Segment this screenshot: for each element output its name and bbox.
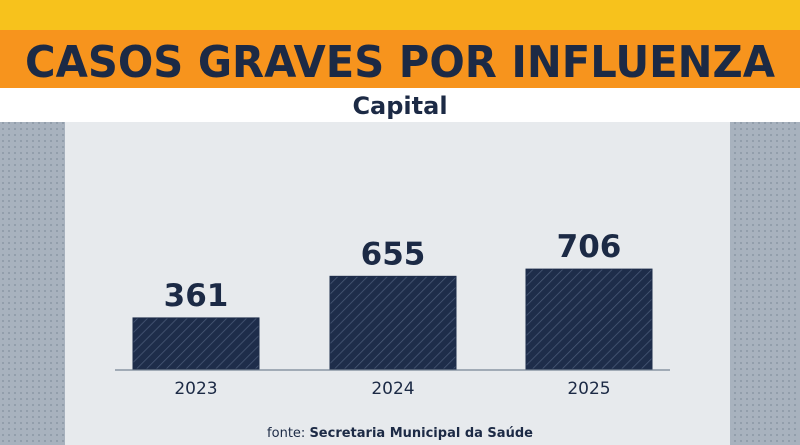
- side-strip: [730, 122, 800, 445]
- side-strip: [0, 122, 65, 445]
- value-label: 655: [361, 236, 426, 272]
- top-strip: [0, 0, 800, 30]
- title-band: [0, 30, 800, 88]
- bar: [525, 268, 653, 370]
- value-label: 361: [164, 278, 229, 314]
- subtitle-band: [0, 88, 800, 122]
- source-label: fonte:: [267, 426, 305, 441]
- bar: [329, 275, 457, 370]
- bar: [132, 317, 260, 370]
- source-name: Secretaria Municipal da Saúde: [309, 426, 533, 441]
- chart-subtitle: Capital: [352, 92, 447, 120]
- x-tick-label: 2023: [174, 379, 217, 399]
- chart-title: CASOS GRAVES POR INFLUENZA: [25, 37, 775, 88]
- source: fonte: Secretaria Municipal da Saúde: [267, 426, 533, 441]
- x-tick-label: 2025: [567, 379, 610, 399]
- x-tick-label: 2024: [371, 379, 414, 399]
- value-label: 706: [557, 229, 622, 265]
